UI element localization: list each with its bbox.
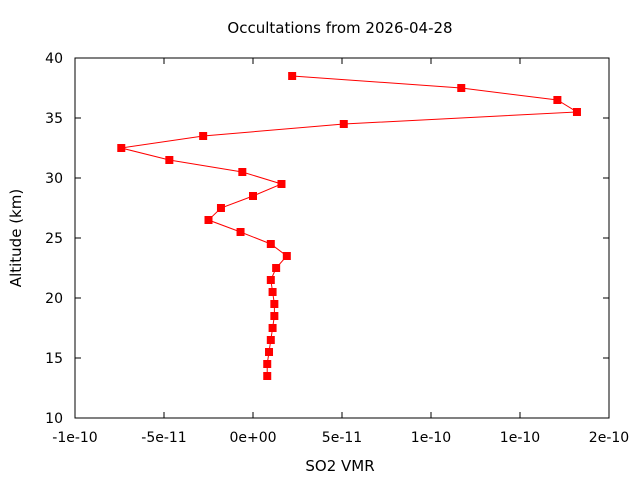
data-point bbox=[339, 120, 348, 128]
plot-area bbox=[117, 72, 581, 380]
data-point bbox=[249, 192, 257, 200]
x-tick-label: -1e-10 bbox=[52, 430, 97, 446]
data-point bbox=[216, 204, 225, 212]
x-tick-label: 2e-10 bbox=[589, 430, 629, 446]
y-axis-label: Altitude (km) bbox=[7, 189, 25, 287]
data-point bbox=[199, 132, 208, 140]
y-tick-label: 30 bbox=[45, 171, 63, 187]
data-point bbox=[165, 156, 174, 164]
data-point bbox=[457, 84, 466, 92]
x-axis-label: SO2 VMR bbox=[305, 457, 374, 475]
y-tick-label: 35 bbox=[45, 111, 63, 127]
data-point bbox=[263, 360, 272, 368]
x-tick-label: -5e-11 bbox=[141, 430, 186, 446]
y-tick-label: 10 bbox=[45, 411, 63, 427]
data-point bbox=[282, 252, 291, 260]
data-point bbox=[277, 180, 286, 188]
series-line bbox=[121, 75, 579, 376]
data-point bbox=[204, 216, 213, 224]
data-point bbox=[270, 312, 279, 320]
data-point bbox=[263, 372, 272, 380]
data-point bbox=[238, 168, 247, 176]
y-tick-label: 40 bbox=[45, 51, 63, 67]
data-point bbox=[117, 144, 126, 152]
plot-frame bbox=[74, 57, 610, 419]
data-point bbox=[553, 96, 562, 104]
data-point bbox=[288, 72, 297, 80]
x-tick-label: 1e-10 bbox=[500, 430, 540, 446]
x-tick-label: 0e+00 bbox=[229, 430, 276, 446]
x-tick-label: 1e-10 bbox=[411, 430, 451, 446]
y-tick-label: 15 bbox=[45, 351, 63, 367]
data-point bbox=[572, 108, 581, 116]
data-point bbox=[265, 348, 274, 356]
data-point bbox=[236, 228, 245, 236]
data-point bbox=[268, 288, 277, 296]
data-point bbox=[272, 264, 281, 272]
y-tick-label: 25 bbox=[45, 231, 63, 247]
y-axis: 10 15 20 25 30 35 40 bbox=[45, 51, 609, 427]
chart-title: Occultations from 2026-04-28 bbox=[227, 19, 452, 37]
data-point bbox=[266, 276, 275, 284]
x-tick-label: 5e-11 bbox=[322, 430, 362, 446]
data-point bbox=[270, 300, 279, 308]
data-point bbox=[266, 336, 275, 344]
x-axis: -1e-10 -5e-11 0e+00 5e-11 1e-10 1e-10 2e-10 bbox=[52, 58, 629, 446]
data-point bbox=[268, 324, 277, 332]
data-point bbox=[266, 240, 275, 248]
y-tick-label: 20 bbox=[45, 291, 63, 307]
